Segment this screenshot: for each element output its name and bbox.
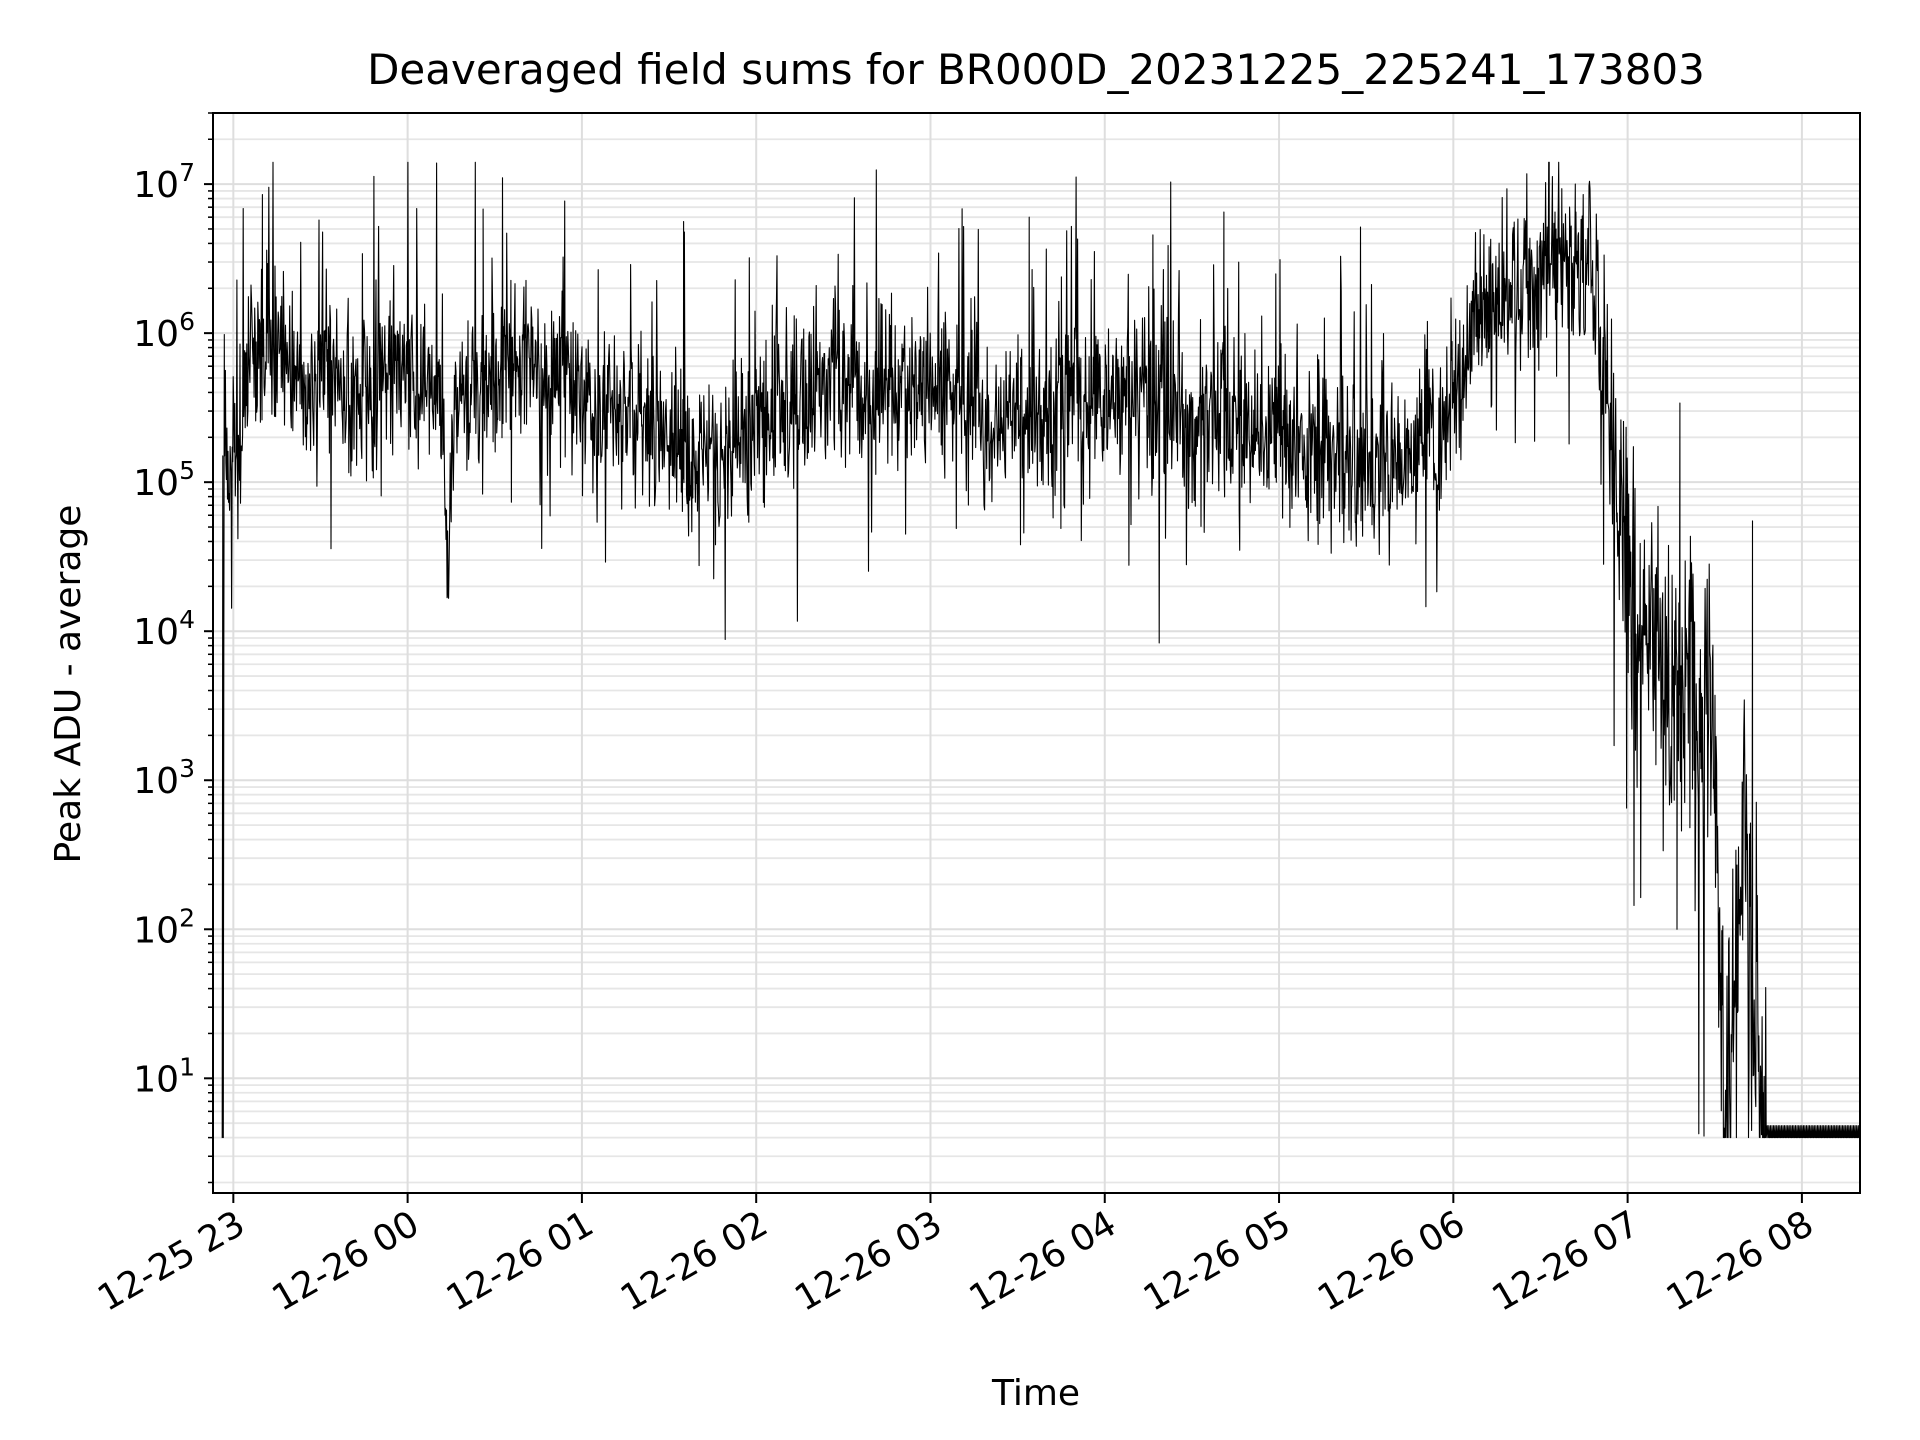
y-tick-base: 10 — [133, 314, 179, 355]
y-tick-exponent: 2 — [179, 903, 195, 932]
y-tick-exponent: 4 — [179, 605, 195, 634]
y-tick-exponent: 3 — [179, 754, 195, 783]
y-tick-base: 10 — [133, 463, 179, 504]
x-axis-label: Time — [991, 1373, 1080, 1414]
chart-title: Deaveraged field sums for BR000D_2023122… — [367, 45, 1705, 94]
y-tick-base: 10 — [133, 165, 179, 206]
plot-frame — [212, 112, 1861, 1194]
y-tick-label: 106 — [133, 307, 195, 355]
y-tick-exponent: 7 — [179, 158, 195, 187]
y-tick-base: 10 — [133, 612, 179, 653]
y-tick-exponent: 5 — [179, 456, 195, 485]
y-tick-label: 104 — [133, 605, 195, 653]
y-tick-exponent: 1 — [179, 1052, 195, 1081]
y-tick-base: 10 — [133, 910, 179, 951]
data-series — [221, 161, 1861, 1139]
y-tick-exponent: 6 — [179, 307, 195, 336]
series-line-peak-adu — [221, 161, 1861, 1139]
y-tick-label: 105 — [133, 456, 195, 504]
y-tick-base: 10 — [133, 1059, 179, 1100]
grid — [213, 112, 1860, 1193]
y-axis-label: Peak ADU - average — [48, 505, 89, 864]
y-tick-label: 103 — [133, 754, 195, 802]
y-tick-base: 10 — [133, 761, 179, 802]
y-tick-label: 101 — [133, 1052, 195, 1100]
y-tick-label: 102 — [133, 903, 195, 951]
y-tick-label: 107 — [133, 158, 195, 206]
